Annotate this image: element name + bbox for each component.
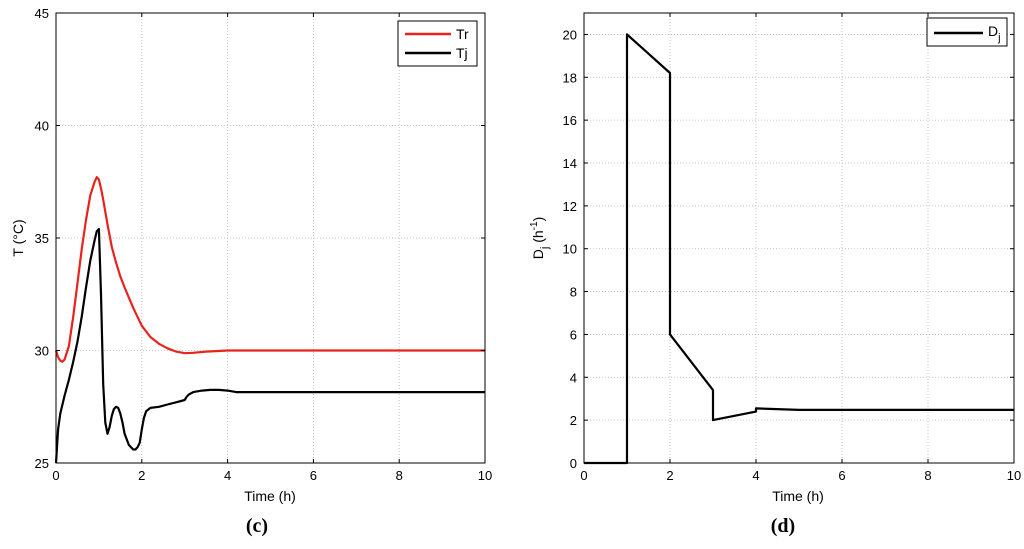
x-tick-label: 0 [580, 468, 587, 483]
legend-d: Dj [926, 17, 1008, 47]
y-axis-label-d-main: D [530, 249, 546, 259]
x-tick-label: 2 [666, 468, 673, 483]
x-tick-label: 10 [478, 468, 492, 483]
y-tick-label: 30 [35, 344, 49, 359]
x-tick-label: 4 [224, 468, 231, 483]
legend-label-dj-sub: j [997, 32, 1000, 44]
y-axis-label-d-close: ) [530, 217, 546, 222]
x-tick-label: 10 [1007, 468, 1021, 483]
x-tick-label: 6 [838, 468, 845, 483]
y-axis-label-d: Dj (h-1) [529, 217, 551, 260]
y-tick-label: 8 [570, 285, 577, 300]
caption-c: (c) [246, 515, 268, 537]
y-tick-label: 35 [35, 231, 49, 246]
y-tick-label: 18 [563, 70, 577, 85]
legend-label-tr: Tr [456, 26, 469, 42]
y-tick-label: 20 [563, 27, 577, 42]
series-line-dj [584, 33, 1014, 465]
y-tick-label: 0 [570, 456, 577, 471]
series-d [584, 33, 1014, 465]
plot-area-d [584, 13, 1014, 463]
y-axis-label-d-sub: j [539, 247, 551, 250]
y-tick-label: 2 [570, 413, 577, 428]
y-tick-label: 45 [35, 6, 49, 21]
x-tick-label: 0 [52, 468, 59, 483]
legend-label-dj-main: D [988, 23, 998, 39]
series-line-tj [54, 227, 485, 464]
legend-label-tj: Tj [456, 45, 468, 61]
y-axis-label-d-rest: (h [530, 230, 546, 246]
x-axis-label-d: Time (h) [772, 488, 824, 504]
series-line-tr [54, 176, 485, 363]
axes-frame-d [583, 12, 1015, 464]
chart-panel-d: 0 2 4 6 8 10 0 2 4 6 8 10 12 14 16 18 20 Time (h) Dj (h-… [529, 12, 1021, 537]
y-tick-label: 14 [563, 156, 577, 171]
x-tick-label: 6 [310, 468, 317, 483]
caption-d: (d) [771, 515, 795, 537]
ticks-d: 0 2 4 6 8 10 0 2 4 6 8 10 12 14 16 18 20 [563, 13, 1021, 483]
x-tick-label: 4 [752, 468, 759, 483]
y-axis-label-d-sup: -1 [529, 221, 540, 230]
legend-box-c [397, 20, 478, 67]
x-tick-label: 8 [396, 468, 403, 483]
y-tick-label: 4 [570, 370, 577, 385]
x-tick-label: 8 [924, 468, 931, 483]
series-c [54, 176, 485, 464]
legend-c: Tr Tj [397, 20, 478, 67]
x-tick-label: 2 [138, 468, 145, 483]
ticks-c: 0 2 4 6 8 10 25 30 35 40 45 [35, 6, 493, 483]
y-tick-label: 16 [563, 113, 577, 128]
y-axis-label-c: T (°C) [10, 219, 26, 256]
y-tick-label: 12 [563, 199, 577, 214]
y-tick-label: 10 [563, 242, 577, 257]
y-tick-label: 40 [35, 119, 49, 134]
x-axis-label-c: Time (h) [244, 488, 296, 504]
legend-label-dj: Dj [988, 23, 1001, 44]
plot-area-c [56, 13, 485, 463]
y-tick-label: 25 [35, 456, 49, 471]
y-tick-label: 6 [570, 327, 577, 342]
